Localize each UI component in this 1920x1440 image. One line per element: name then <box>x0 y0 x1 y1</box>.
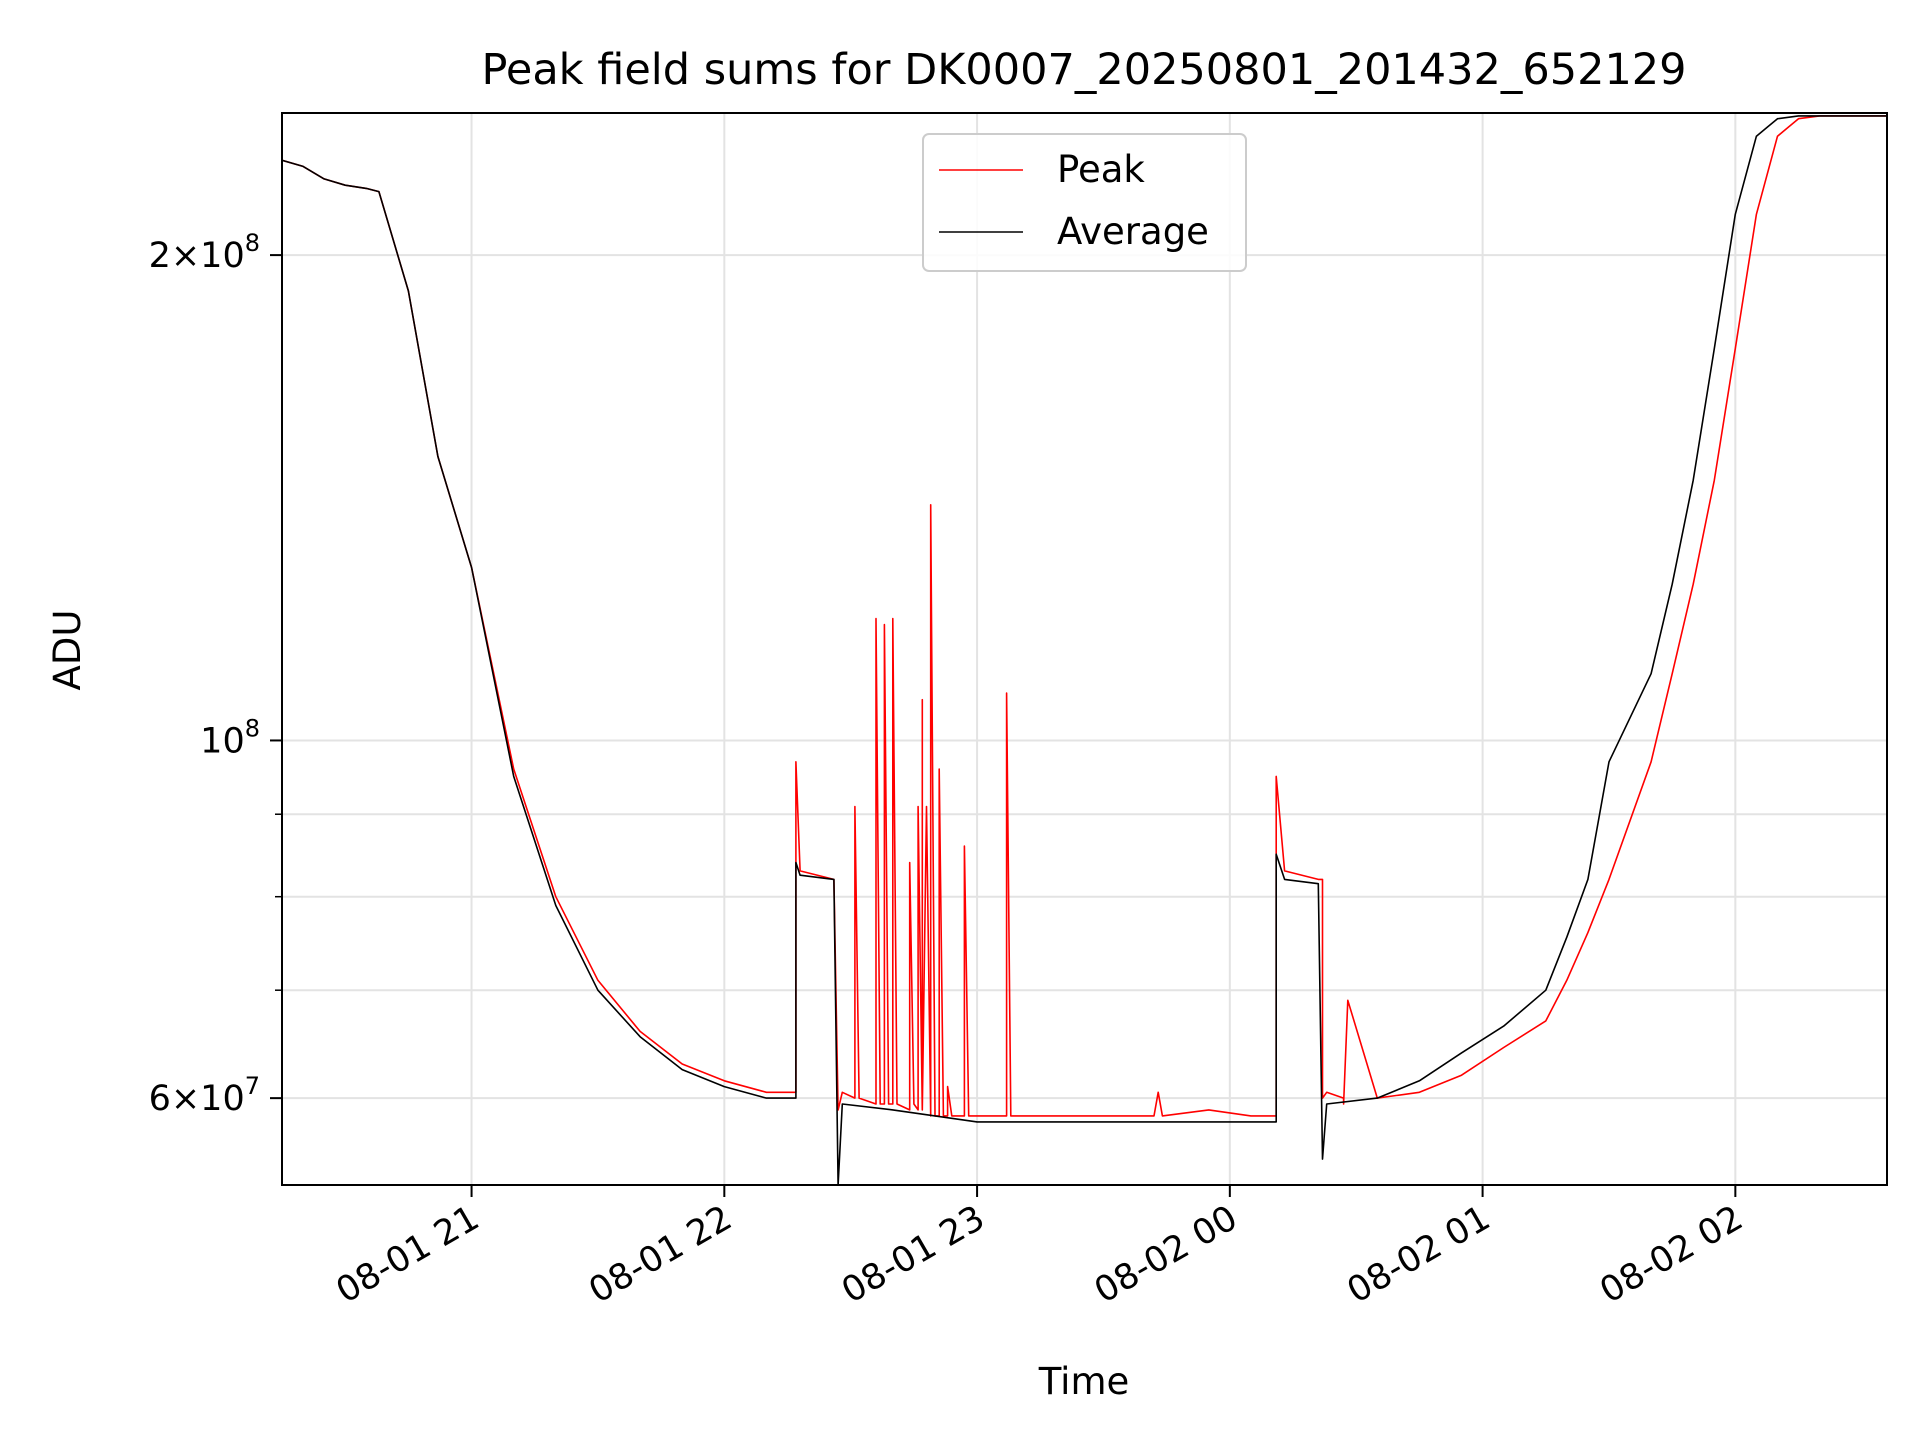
y-tick-label: 6×107 <box>149 1072 260 1119</box>
legend: Peak Average <box>922 133 1247 272</box>
series-line-peak <box>282 115 1887 1117</box>
series-line-average <box>282 115 1887 1185</box>
y-tick-label: 108 <box>200 714 260 761</box>
series-layer <box>282 115 1887 1185</box>
legend-box <box>922 133 1247 272</box>
grid <box>282 113 1887 1185</box>
axes-frame <box>281 112 1888 1186</box>
y-tick-label: 2×108 <box>149 229 260 276</box>
y-axis: 6×107 108 2×108 <box>149 229 282 1119</box>
x-axis-label: Time <box>1038 1360 1130 1403</box>
y-axis-label: ADU <box>46 610 89 691</box>
chart-title: Peak field sums for DK0007_20250801_2014… <box>481 45 1686 95</box>
legend-label-peak: Peak <box>1057 148 1145 191</box>
legend-label-average: Average <box>1057 210 1209 253</box>
